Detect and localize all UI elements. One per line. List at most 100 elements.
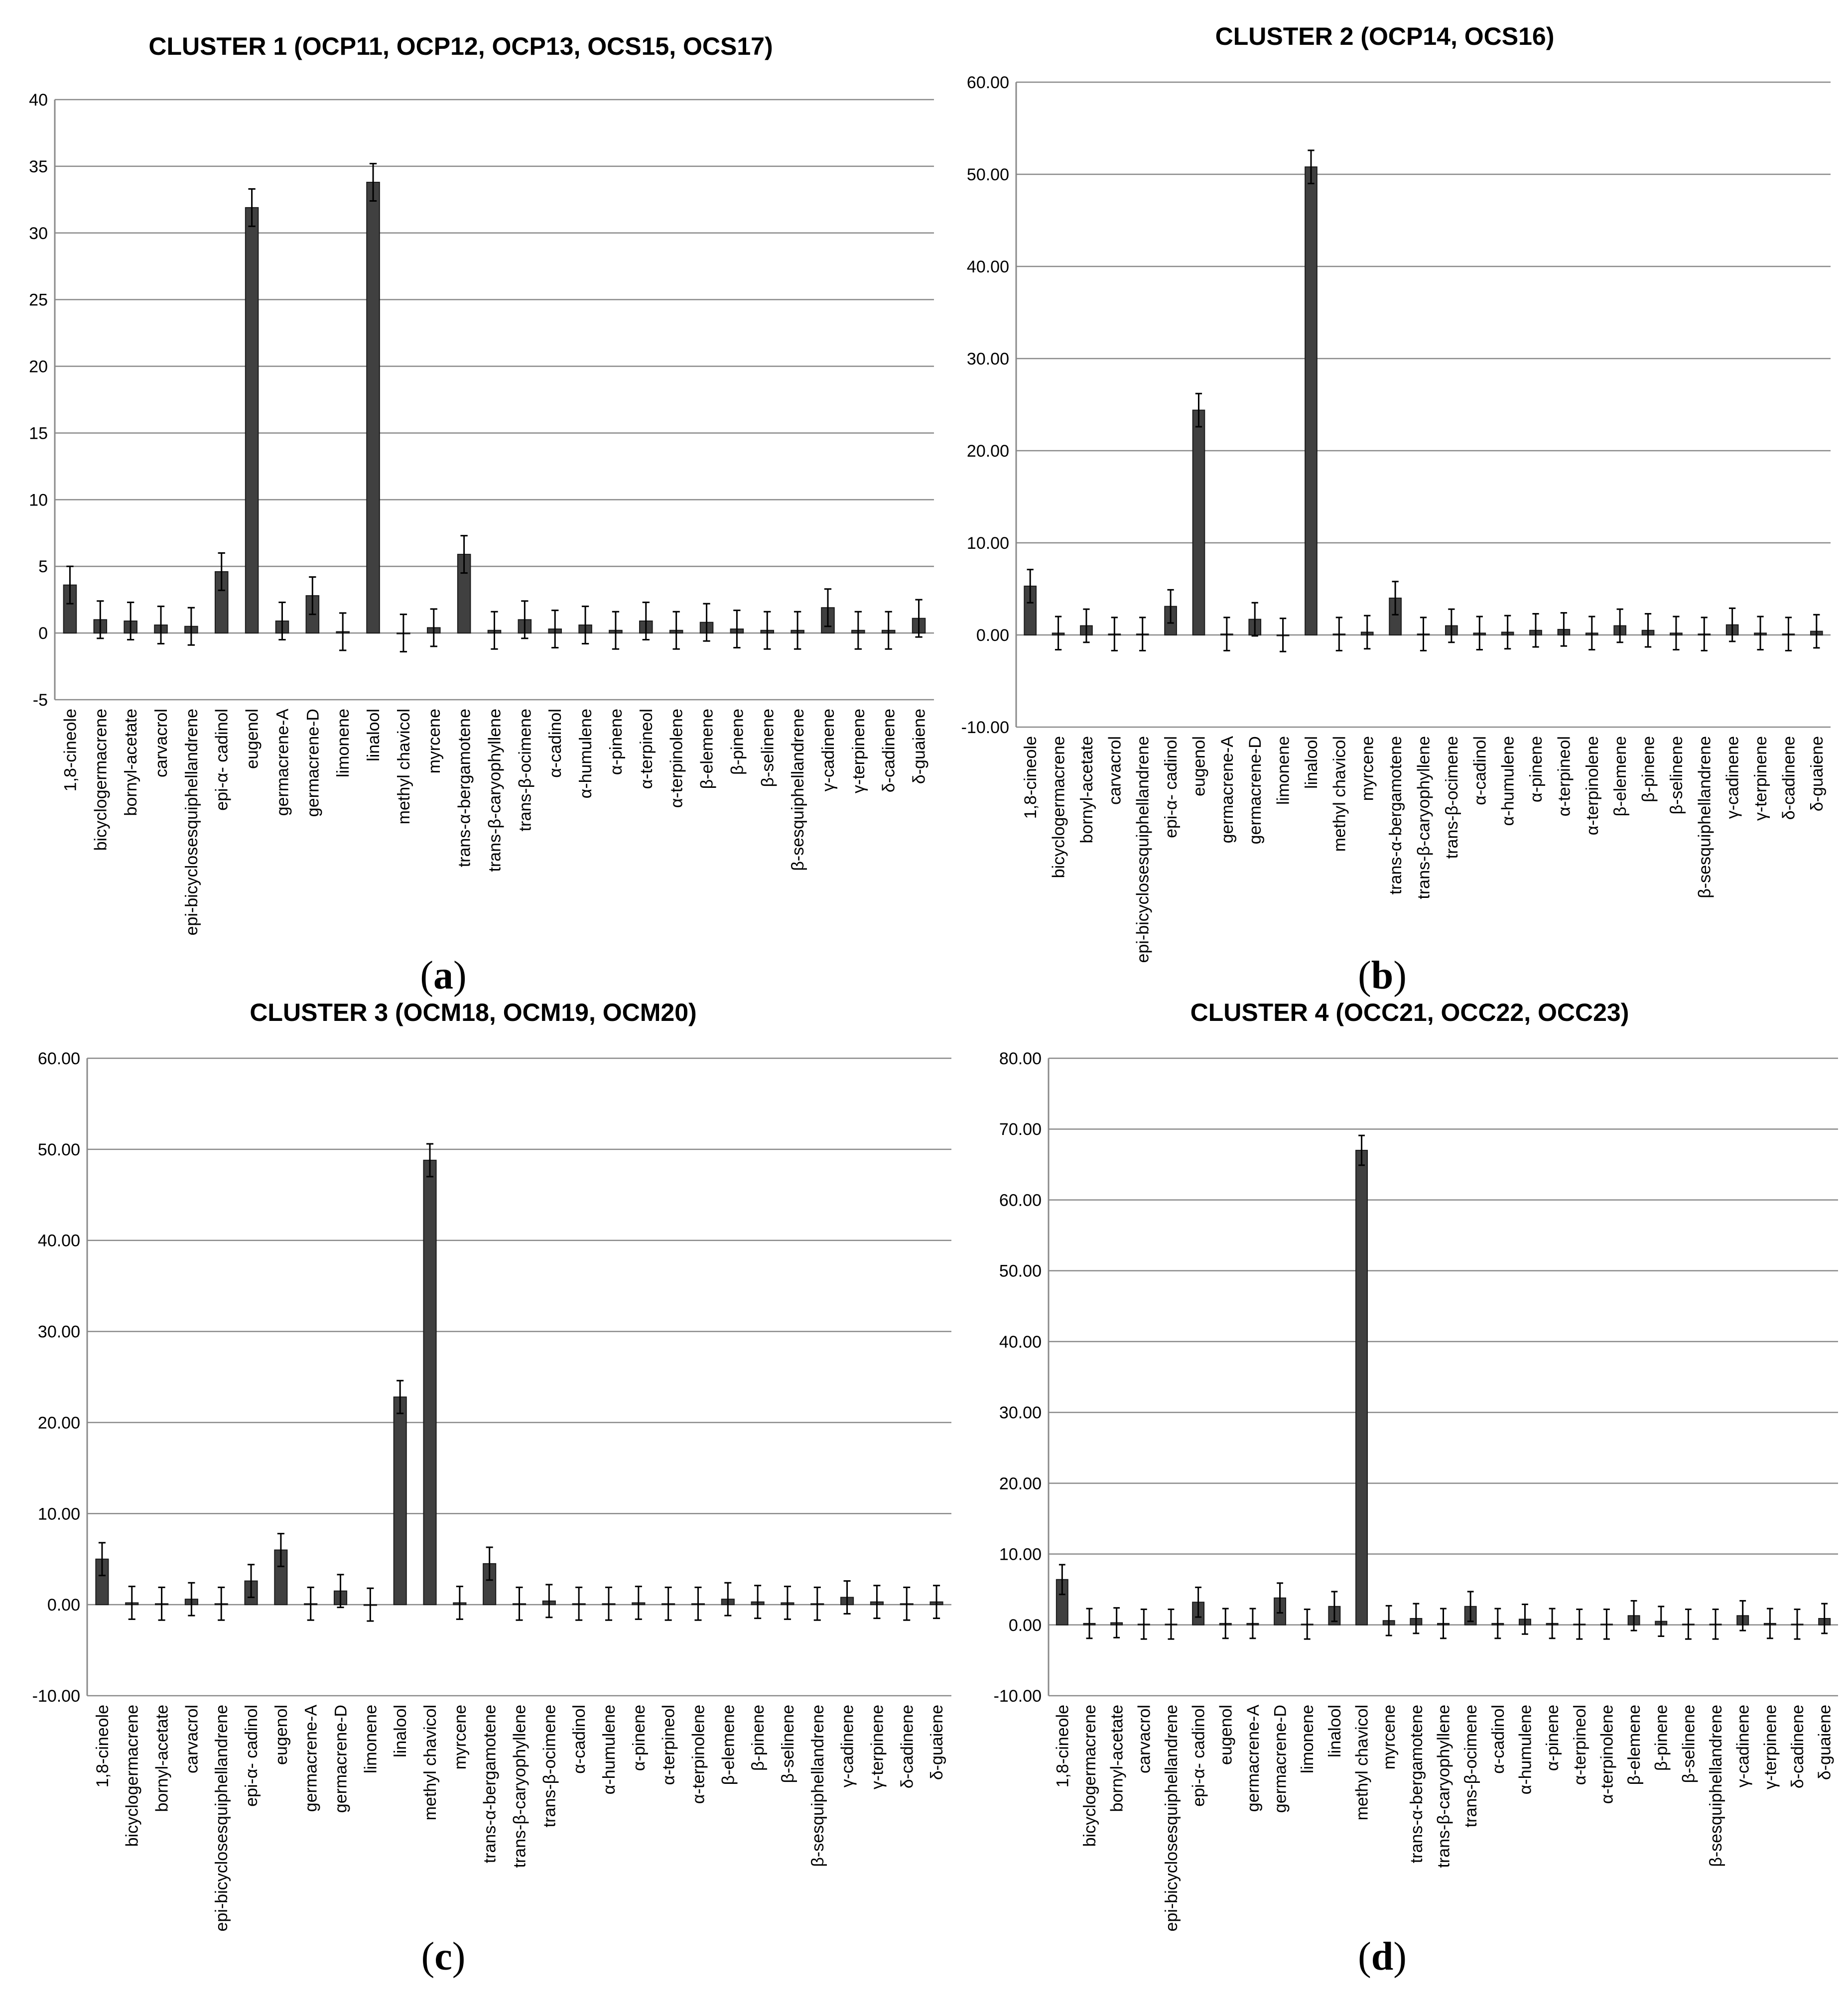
error-bar xyxy=(1223,617,1230,651)
y-tick-label: 0.00 xyxy=(47,1596,80,1615)
x-category-label: δ-cadinene xyxy=(898,1705,917,1788)
x-category-label: α-terpinolene xyxy=(1597,1705,1616,1804)
y-tick-label: 5 xyxy=(38,557,48,576)
error-bar xyxy=(1757,616,1764,651)
x-category-label: methyl chavicol xyxy=(421,1705,440,1820)
y-tick-label: 0.00 xyxy=(1009,1616,1042,1635)
error-bar xyxy=(824,588,832,627)
error-bar xyxy=(98,1542,106,1577)
error-bar xyxy=(1139,617,1146,651)
error-bar xyxy=(873,1585,881,1620)
error-bar xyxy=(1448,608,1455,643)
y-tick-label: 10.00 xyxy=(967,534,1009,553)
y-tick-label: 60.00 xyxy=(999,1191,1042,1210)
x-category-label: β-sesquiphellandrene xyxy=(808,1705,827,1867)
error-bar xyxy=(581,606,589,645)
error-bar xyxy=(672,611,680,650)
error-bar xyxy=(1712,1608,1719,1640)
error-bar xyxy=(642,602,650,640)
x-category-label: germacrene-D xyxy=(332,1705,351,1813)
error-bar xyxy=(1140,1608,1147,1640)
x-category-label: epi-α- cadinol xyxy=(242,1705,261,1807)
y-tick-label: 30.00 xyxy=(967,350,1009,369)
x-category-label: epi-bicyclosesquiphellandrene xyxy=(1162,1705,1181,1932)
x-category-label: γ-cadinene xyxy=(819,709,838,791)
x-category-label: epi-α- cadinol xyxy=(213,709,232,811)
error-bar xyxy=(1532,613,1539,648)
x-category-label: eugenol xyxy=(1216,1705,1235,1765)
x-category-label: β-sesquiphellandrene xyxy=(789,709,807,871)
y-tick-label: 40 xyxy=(29,91,48,110)
x-category-label: γ-terpinene xyxy=(849,709,868,793)
x-category-label: γ-cadinene xyxy=(838,1705,857,1787)
bar xyxy=(423,1159,437,1606)
error-bar xyxy=(1560,612,1568,647)
x-category-label: trans-β-caryophyllene xyxy=(511,1705,529,1868)
x-category-label: β-selinene xyxy=(1667,736,1686,815)
x-category-label: α-cadinol xyxy=(1470,736,1489,805)
x-category-label: trans-α-bergamotene xyxy=(481,1705,500,1863)
error-bar xyxy=(1113,1607,1120,1638)
error-bar xyxy=(1251,602,1258,637)
x-category-label: trans-β-caryophyllene xyxy=(486,709,505,872)
error-bar xyxy=(1821,1603,1828,1634)
x-category-label: β-pinene xyxy=(749,1705,768,1771)
x-category-label: linalool xyxy=(391,1705,410,1757)
bar xyxy=(1355,1149,1368,1625)
x-category-label: γ-cadinene xyxy=(1734,1705,1753,1787)
x-category-label: α-pinene xyxy=(607,709,626,775)
error-bar xyxy=(1729,607,1736,642)
y-tick-label: 80.00 xyxy=(999,1049,1042,1068)
error-bar xyxy=(367,1587,374,1622)
error-bar xyxy=(1055,616,1062,651)
error-bar xyxy=(764,611,771,650)
error-bar xyxy=(635,1586,642,1620)
y-tick-label: 60.00 xyxy=(38,1049,80,1068)
x-category-label: limonene xyxy=(1298,1705,1317,1773)
x-category-label: α-terpineol xyxy=(1555,736,1574,816)
x-category-label: α-humulene xyxy=(1499,736,1518,826)
x-category-label: α-pinene xyxy=(630,1705,649,1771)
y-tick-label: 0.00 xyxy=(976,626,1009,645)
x-category-label: trans-β-ocimene xyxy=(1461,1705,1480,1827)
error-bar xyxy=(813,1586,821,1621)
error-bar xyxy=(128,1586,135,1620)
x-category-label: trans-α-bergamotene xyxy=(455,709,474,867)
error-bar xyxy=(1168,1608,1175,1640)
error-bar xyxy=(1083,608,1090,643)
x-category-label: trans-β-caryophyllene xyxy=(1415,736,1434,899)
x-category-label: δ-cadinene xyxy=(1788,1705,1807,1788)
x-category-label: eugenol xyxy=(243,709,262,769)
x-category-label: α-cadinol xyxy=(570,1705,589,1774)
error-bar xyxy=(187,607,195,646)
x-category-label: myrcene xyxy=(425,709,444,773)
x-category-label: β-pinene xyxy=(1652,1705,1671,1771)
error-bar xyxy=(1630,1600,1637,1631)
error-bar xyxy=(885,611,892,650)
x-category-label: β-elemene xyxy=(719,1705,738,1785)
x-category-label: γ-terpinene xyxy=(1751,736,1770,821)
x-category-label: germacrene-D xyxy=(1246,736,1265,844)
panel-caption: (d) xyxy=(1358,1935,1407,1979)
y-tick-label: 35 xyxy=(29,157,48,176)
error-bar xyxy=(1522,1604,1528,1635)
x-category-label: γ-cadinene xyxy=(1723,736,1742,819)
bar xyxy=(245,207,259,634)
panel-letter: c xyxy=(434,1935,452,1979)
error-bar xyxy=(724,1582,732,1617)
x-category-label: δ-guaiene xyxy=(1808,736,1827,811)
x-category-label: linalool xyxy=(364,709,383,761)
x-category-label: limonene xyxy=(1274,736,1293,805)
bar xyxy=(1192,409,1205,635)
x-category-label: β-selinene xyxy=(758,709,777,787)
x-category-label: β-elemene xyxy=(1611,736,1630,816)
error-bar xyxy=(1308,149,1315,184)
error-bar xyxy=(188,1582,195,1617)
bar xyxy=(393,1396,407,1606)
error-bar xyxy=(1739,1600,1746,1631)
y-tick-label: 50.00 xyxy=(999,1262,1042,1281)
error-bar xyxy=(1504,615,1511,650)
error-bar xyxy=(277,1533,284,1567)
chart-title: CLUSTER 2 (OCP14, OCS16) xyxy=(1215,22,1555,50)
panel-letter: a xyxy=(433,954,453,998)
